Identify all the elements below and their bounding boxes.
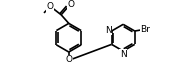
Text: O: O bbox=[46, 2, 53, 11]
Text: O: O bbox=[68, 0, 75, 9]
Text: N: N bbox=[120, 50, 126, 59]
Text: N: N bbox=[105, 26, 112, 35]
Text: Br: Br bbox=[140, 25, 150, 34]
Text: O: O bbox=[65, 55, 72, 64]
